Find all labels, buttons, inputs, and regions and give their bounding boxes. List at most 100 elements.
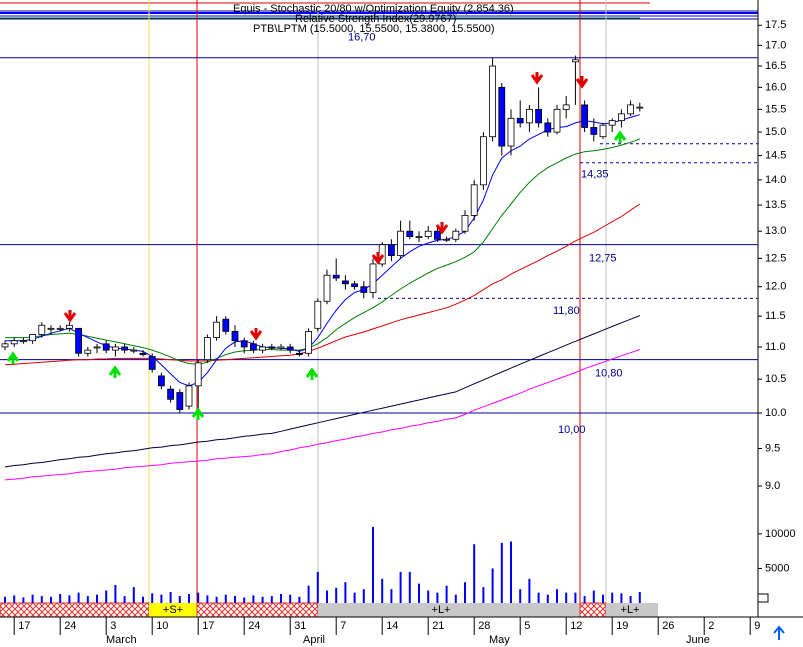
candle-body	[112, 346, 119, 351]
signal-label: +L+	[432, 604, 451, 616]
volume-tick-label: 10000	[765, 528, 796, 540]
candle-body	[387, 244, 395, 257]
x-tick-label: 28	[478, 620, 490, 632]
candle-body	[526, 108, 533, 124]
candle-body	[277, 346, 285, 349]
candle-body	[130, 349, 138, 352]
candle-body	[38, 324, 46, 335]
scroll-box[interactable]	[757, 593, 769, 603]
candle-body	[93, 346, 101, 349]
candle-body	[102, 343, 110, 351]
x-tick-label: 31	[294, 620, 306, 632]
header-text: Equis - Stochastic 20/80 w/Optimization …	[233, 3, 514, 15]
indicator-line	[4, 349, 640, 481]
y-tick-label: 10.5	[765, 373, 786, 385]
candle-body	[56, 327, 64, 330]
candle-body	[498, 86, 506, 147]
y-tick-label: 10.0	[765, 407, 786, 419]
candle-body	[213, 321, 221, 338]
candle-body	[479, 136, 487, 186]
buy-arrow	[108, 365, 122, 378]
candle-body	[415, 236, 423, 238]
y-tick-label: 14.0	[765, 174, 786, 186]
candle-body	[562, 104, 570, 110]
candle-body	[75, 327, 82, 354]
buy-arrow	[191, 407, 205, 420]
candle-body	[360, 286, 368, 293]
candle-body	[470, 184, 478, 216]
candle-body	[341, 280, 349, 285]
sell-arrow	[249, 328, 263, 341]
y-tick-label: 15.5	[765, 103, 786, 115]
candle-body	[84, 349, 92, 354]
candle-body	[66, 324, 73, 329]
candle-body	[461, 215, 469, 232]
x-tick-label: 9	[754, 620, 760, 632]
volume-tick-label: 5000	[765, 562, 789, 574]
indicator-line	[5, 114, 640, 387]
top-indicators	[0, 2, 758, 20]
month-label: April	[303, 634, 325, 646]
candle-body	[369, 263, 377, 293]
level-label: 14,35	[581, 169, 609, 181]
buy-arrow	[305, 367, 319, 380]
candle-body	[581, 104, 588, 128]
candle-body	[222, 318, 230, 332]
x-tick-label: 12	[570, 620, 582, 632]
candle-body	[332, 274, 340, 279]
signal-band: +S+ +L+ +L+	[0, 602, 658, 618]
candle-body	[516, 117, 524, 124]
x-tick-label: 17	[18, 620, 30, 632]
candle-body	[139, 352, 147, 355]
indicator-line	[4, 203, 641, 366]
x-tick-label: 21	[432, 620, 444, 632]
chart-title: PTB\LPTM (15.5000, 15.5500, 15.3800, 15.…	[253, 23, 495, 35]
x-tick-label: 26	[662, 620, 674, 632]
y-tick-label: 12.0	[765, 281, 786, 293]
candle-body	[608, 120, 616, 126]
candle-body	[121, 346, 128, 351]
candle-body	[323, 274, 331, 302]
candle-body	[203, 337, 211, 361]
level-label: 11,80	[553, 305, 580, 317]
header-text: Relative Strength Index(29.9767)	[295, 13, 456, 25]
candle-body	[148, 356, 156, 370]
level-label: 16,70	[348, 32, 376, 44]
candle-body	[286, 346, 294, 351]
sell-arrow	[530, 72, 544, 85]
month-label: May	[489, 634, 510, 646]
candle-body	[240, 340, 248, 348]
y-tick-label: 15.0	[765, 126, 786, 138]
candle-body	[10, 340, 18, 345]
sell-arrow	[63, 310, 77, 323]
candle-body	[489, 65, 497, 138]
x-tick-label: 19	[616, 620, 628, 632]
y-tick-label: 12.5	[765, 252, 786, 264]
y-tick-label: 9.5	[765, 442, 780, 454]
x-tick-label: 5	[524, 620, 530, 632]
indicator-line	[4, 315, 640, 468]
x-tick-label: 24	[248, 620, 260, 632]
x-tick-label: 24	[64, 620, 76, 632]
signal-label: +L+	[621, 604, 640, 616]
x-tick-label: 7	[340, 620, 346, 632]
y-tick-label: 14.5	[765, 149, 786, 161]
y-tick-label: 16.0	[765, 81, 786, 93]
sell-arrow	[371, 252, 385, 265]
y-tick-label: 16.5	[765, 60, 786, 72]
candle-body	[1, 343, 9, 348]
y-tick-label: 17.0	[765, 39, 786, 51]
candle-body	[572, 59, 579, 63]
candle-body	[406, 230, 414, 237]
candle-body	[424, 230, 432, 237]
candle-body	[452, 230, 460, 240]
y-tick-label: 13.0	[765, 225, 786, 237]
candle-body	[535, 108, 542, 124]
x-tick-label: 10	[156, 620, 168, 632]
x-tick-label: 17	[202, 620, 214, 632]
level-label: 10,00	[558, 424, 586, 436]
candle-body	[544, 122, 552, 133]
scroll-up-arrow[interactable]	[773, 625, 785, 640]
